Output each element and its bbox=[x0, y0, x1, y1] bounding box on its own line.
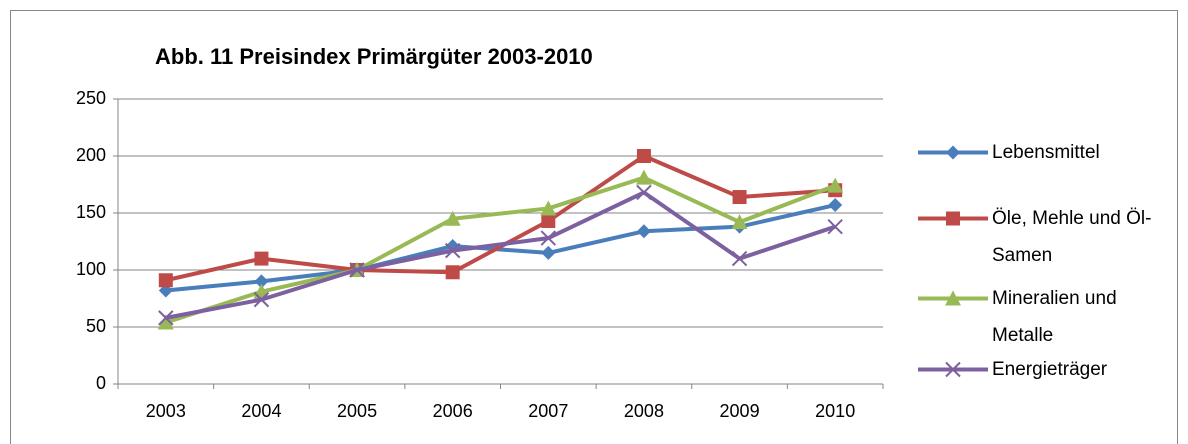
marker bbox=[541, 245, 556, 260]
marker bbox=[349, 262, 365, 278]
marker bbox=[827, 218, 843, 235]
marker bbox=[828, 198, 843, 213]
marker bbox=[945, 361, 961, 378]
legend-entry: Öle, Mehle und Öl-Samen bbox=[918, 200, 1168, 274]
legend-key bbox=[918, 145, 988, 160]
legend-entry: Lebensmittel bbox=[918, 134, 1168, 171]
y-tick-label: 0 bbox=[96, 373, 106, 393]
marker bbox=[540, 230, 557, 246]
marker bbox=[731, 214, 748, 230]
y-tick-label: 250 bbox=[76, 88, 106, 108]
x-tick-label: 2004 bbox=[241, 401, 281, 421]
x-tick-label: 2003 bbox=[146, 401, 186, 421]
y-tick-label: 150 bbox=[76, 202, 106, 222]
x-tick-label: 2010 bbox=[815, 401, 855, 421]
legend-key bbox=[918, 211, 988, 226]
marker bbox=[946, 211, 960, 226]
marker bbox=[254, 251, 269, 266]
marker bbox=[541, 213, 556, 228]
y-tick-label: 200 bbox=[76, 145, 106, 165]
marker bbox=[731, 250, 748, 267]
legend-label: Energieträger bbox=[992, 359, 1108, 380]
legend-key bbox=[918, 361, 988, 378]
x-tick-label: 2007 bbox=[528, 401, 568, 421]
x-tick-label: 2006 bbox=[433, 401, 473, 421]
marker bbox=[635, 169, 652, 185]
x-tick-label: 2005 bbox=[337, 401, 377, 421]
chart-border bbox=[10, 10, 1178, 444]
marker bbox=[827, 177, 844, 193]
chart-title: Abb. 11 Preisindex Primärgüter 2003-2010 bbox=[155, 44, 593, 69]
legend-entry: Energieträger bbox=[918, 351, 1168, 388]
y-tick-label: 50 bbox=[86, 316, 106, 336]
x-tick-label: 2009 bbox=[720, 401, 760, 421]
series-line bbox=[165, 154, 836, 283]
marker bbox=[540, 200, 557, 216]
marker bbox=[158, 273, 173, 288]
marker bbox=[636, 184, 652, 201]
legend-key bbox=[918, 290, 988, 306]
marker bbox=[444, 242, 461, 259]
marker bbox=[946, 145, 960, 160]
marker bbox=[445, 265, 460, 280]
series-line bbox=[165, 190, 836, 320]
marker bbox=[157, 314, 174, 330]
marker bbox=[444, 210, 461, 226]
marker bbox=[253, 291, 270, 308]
legend-label: Öle, Mehle und Öl-Samen bbox=[992, 208, 1152, 266]
series-line bbox=[165, 175, 836, 325]
legend-label: Lebensmittel bbox=[992, 142, 1100, 163]
x-tick-label: 2008 bbox=[624, 401, 664, 421]
y-tick-label: 100 bbox=[76, 259, 106, 279]
marker bbox=[158, 310, 174, 326]
marker bbox=[732, 190, 747, 205]
marker bbox=[636, 224, 651, 239]
series-line bbox=[165, 203, 836, 293]
marker bbox=[945, 290, 961, 306]
marker bbox=[636, 149, 651, 163]
legend-label: Mineralien und Metalle bbox=[992, 288, 1117, 346]
marker bbox=[254, 274, 269, 289]
legend-entry: Mineralien und Metalle bbox=[918, 280, 1168, 354]
